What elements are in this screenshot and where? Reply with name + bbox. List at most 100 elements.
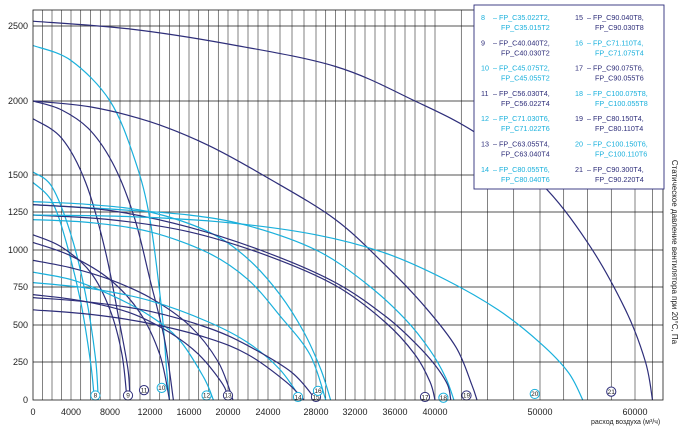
legend-entry-id: 13 (481, 140, 489, 149)
x-tick-label: 28000 (303, 407, 328, 417)
curve-marker-21 (606, 386, 617, 397)
curve-9 (32, 118, 131, 401)
legend-entry-id: 18 (575, 89, 583, 98)
legend-entry-line: – FP_C90.075T6, (587, 64, 644, 73)
legend-entry-line: – FP_C100.150T6, (587, 140, 648, 149)
legend-entry-line: – FP_C100.075T8, (587, 89, 648, 98)
legend-entry-line: FP_C100.110T6 (595, 150, 647, 159)
legend-entry-line: FP_C90.220T4 (595, 175, 644, 184)
curve-13 (32, 259, 234, 401)
legend-entry-line: – FP_C90.300T4, (587, 165, 644, 174)
legend-box (473, 4, 665, 190)
curve-marker-16 (312, 385, 324, 396)
y-tick-label: 500 (13, 320, 28, 330)
x-axis-label: расход воздуха (м³/ч) (591, 419, 660, 426)
y-tick-label: 250 (13, 357, 28, 367)
y-tick-label: 1000 (8, 245, 28, 255)
legend-entry-line: – FP_C40.040T2, (493, 38, 550, 47)
legend-entry-12: 12 – FP_C71.030T6,FP_C71.022T6 (481, 114, 550, 133)
x-tick-label: 32000 (342, 407, 367, 417)
legend-entry-id: 14 (481, 165, 489, 174)
legend-entry-id: 16 (575, 38, 583, 47)
curve-marker-14 (292, 391, 304, 403)
x-tick-label: 40000 (422, 407, 447, 417)
curve-10 (32, 44, 171, 401)
legend-entry-id: 9 (481, 38, 485, 47)
legend-entry-id: 12 (481, 114, 489, 123)
legend-entry-9: 9 – FP_C40.040T2,FP_C40.030T2 (481, 38, 550, 57)
legend-entry-id: 10 (481, 64, 489, 73)
curves (32, 20, 654, 401)
curve-marker-label-13: 13 (224, 393, 232, 400)
curve-marker-label-12: 12 (203, 393, 211, 400)
curve-marker-label-15: 15 (312, 394, 320, 401)
legend-entry-line: FP_C71.075T4 (595, 48, 644, 57)
legend-entry-14: 14 – FP_C80.055T6,FP_C80.040T6 (481, 165, 550, 184)
legend-entry-21: 21 – FP_C90.300T4,FP_C90.220T4 (575, 165, 644, 184)
legend-entry-id: 20 (575, 140, 583, 149)
legend-entry-id: 21 (575, 165, 583, 174)
axes: 0 4000 8000 12000 16000 20000 24000 28000 32000 3… (8, 9, 664, 417)
curve-marker-label-18: 18 (440, 395, 448, 402)
curve-11 (32, 100, 174, 401)
curve-marker-11 (138, 385, 150, 396)
curve-21 (32, 20, 654, 401)
curve-19 (32, 100, 478, 401)
x-tick-label: 4000 (61, 407, 81, 417)
legend-entry-id: 17 (575, 64, 583, 73)
legend-entry-line: FP_C80.040T6 (501, 175, 550, 184)
legend-entry-line: – FP_C45.075T2, (493, 64, 550, 73)
legend-entry-13: 13 – FP_C63.055T4,FP_C63.040T4 (481, 140, 550, 159)
curve-marker-label-16: 16 (314, 388, 322, 395)
curve-marker-label-9: 9 (126, 393, 130, 400)
legend-entry-line: FP_C35.015T2 (501, 23, 550, 32)
y-axis-label: Статическое давление вентилятора при 20°… (670, 160, 679, 345)
legend-entry-id: 8 (481, 13, 485, 22)
curve-8 (32, 171, 99, 401)
legend-entry-8: 8 – FP_C35.022T2,FP_C35.015T2 (481, 13, 550, 32)
legend-entry-line: FP_C40.030T2 (501, 48, 550, 57)
legend-entry-line: – FP_C90.040T8, (587, 13, 644, 22)
y-tick-label: 1250 (8, 207, 28, 217)
legend-entry-20: 20 – FP_C100.150T6,FP_C100.110T6 (575, 140, 648, 159)
legend-entry-15: 15 – FP_C90.040T8,FP_C90.030T8 (575, 13, 644, 32)
legend-entry-line: FP_C63.040T4 (501, 150, 550, 159)
legend-entry-line: FP_C100.055T8 (595, 99, 648, 108)
x-tick-label: 50000 (527, 407, 552, 417)
legend-entry-line: – FP_C56.030T4, (493, 89, 550, 98)
x-tick-label: 12000 (137, 407, 162, 417)
legend-entry-line: FP_C90.030T8 (595, 23, 644, 32)
legend-entry-line: FP_C80.110T4 (595, 124, 643, 133)
plot-frame (32, 9, 664, 401)
y-tick-label: 2000 (8, 96, 28, 106)
curve-marker-label-17: 17 (421, 394, 429, 401)
curve-14 (32, 282, 303, 401)
legend-entry-id: 19 (575, 114, 583, 123)
curve-15 (32, 309, 305, 401)
x-tick-label: 20000 (215, 407, 240, 417)
legend-entry-18: 18 – FP_C100.075T8,FP_C100.055T8 (575, 89, 648, 108)
x-tick-label: 36000 (382, 407, 407, 417)
curve-marker-label-19: 19 (463, 393, 471, 400)
y-tick-label: 2500 (8, 21, 28, 31)
curve-16 (32, 219, 327, 401)
x-tick-label: 16000 (176, 407, 201, 417)
legend-entry-16: 16 – FP_C71.110T4,FP_C71.075T4 (575, 38, 644, 57)
legend-entry-id: 15 (575, 13, 583, 22)
legend-entry-line: – FP_C63.055T4, (493, 140, 550, 149)
legend-entry-line: FP_C45.055T2 (501, 74, 550, 83)
legend-entry-line: – FP_C80.150T4, (587, 114, 644, 123)
curve-16 (32, 201, 332, 401)
y-tick-label: 0 (23, 395, 28, 405)
curve-15 (32, 297, 317, 401)
curve-marker-label-21: 21 (608, 389, 616, 396)
curve-20 (32, 214, 584, 401)
legend-entry-line: – FP_C80.055T6, (493, 165, 550, 174)
curve-12 (32, 271, 214, 401)
legend-entry-id: 11 (481, 89, 488, 98)
curve-marker-label-10: 10 (158, 385, 166, 392)
legend-entry-line: – FP_C35.022T2, (493, 13, 550, 22)
curve-marker-label-20: 20 (531, 391, 539, 398)
